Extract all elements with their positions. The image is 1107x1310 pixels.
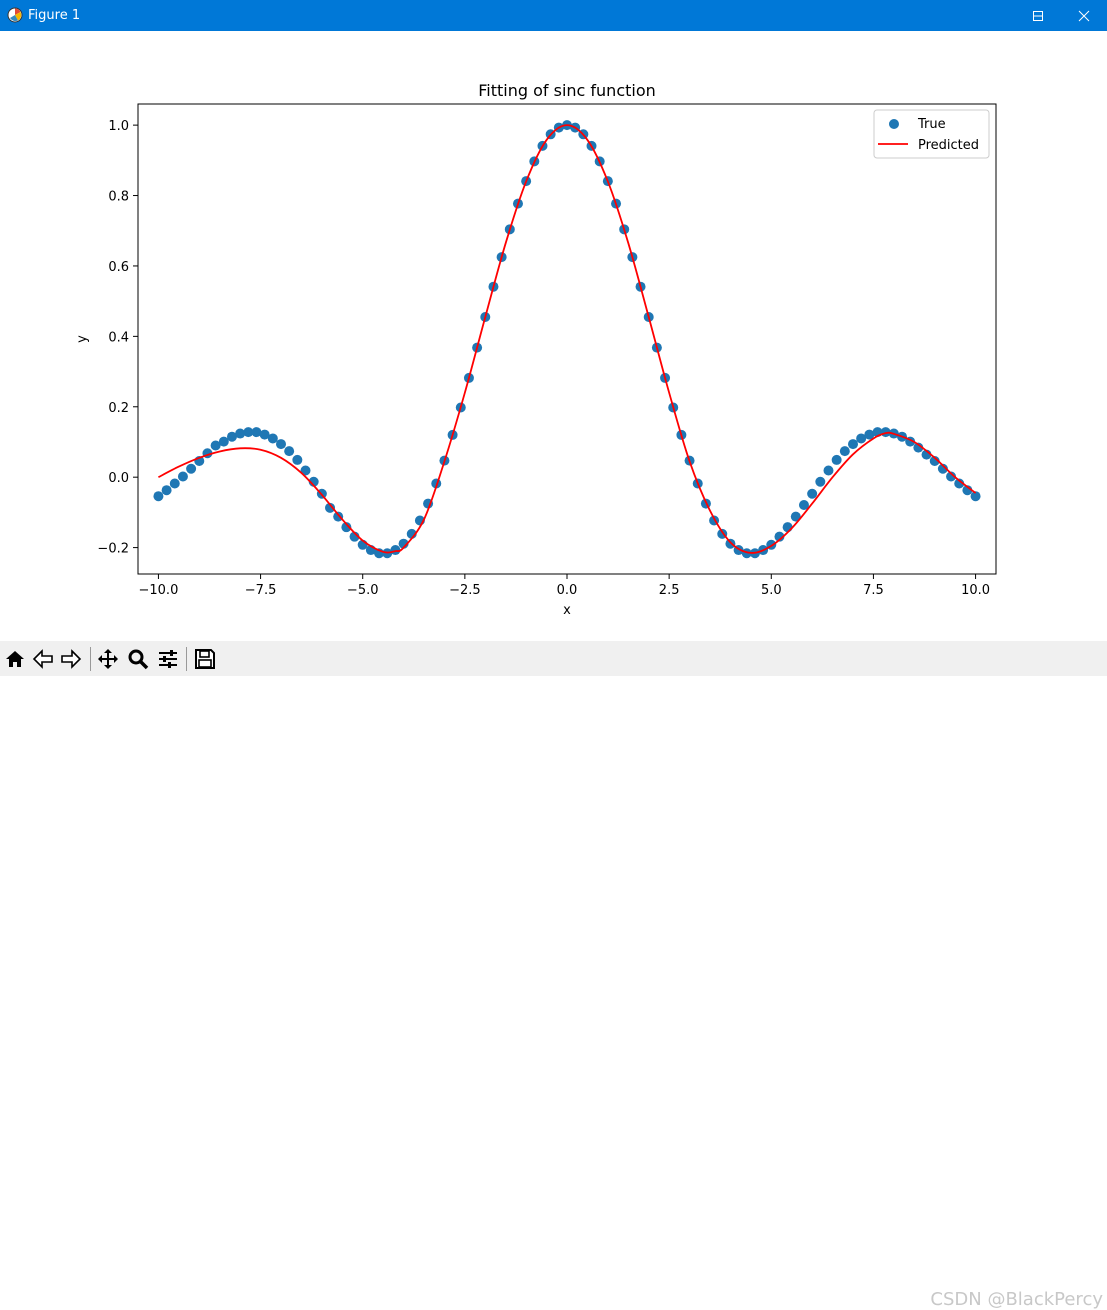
save-icon [195,649,215,669]
axes [137,103,997,575]
x-tick-label: 10.0 [961,583,990,598]
zoom-icon [128,649,149,670]
x-tick-label: 0.0 [557,583,578,598]
legend-true-marker [889,119,899,129]
toolbar-separator [186,647,187,671]
true-data-point [325,502,336,513]
true-data-point [398,538,409,549]
x-tick-label: −7.5 [245,583,277,598]
maximize-icon [1033,11,1043,21]
plot-area [137,103,997,575]
true-data-point [177,471,188,482]
x-tick-label: −5.0 [347,583,379,598]
true-data-point [839,446,850,457]
watermark: CSDN @BlackPercy [930,1289,1103,1310]
true-data-point [815,476,826,487]
true-data-point [169,478,180,489]
chart-canvas: Fitting of sinc function −10.0 −7.5 −5.0 −2… [75,81,997,618]
close-button[interactable] [1061,0,1107,31]
true-data-point [243,427,254,438]
y-tick-label: 0.6 [108,260,129,275]
true-data-point [300,465,311,476]
true-data-point [333,511,344,522]
chart-title: Fitting of sinc function [478,81,656,100]
y-tick-label: 0.4 [108,330,129,345]
close-icon [1078,10,1090,22]
save-button[interactable] [194,648,216,670]
y-tick-label: 1.0 [108,119,129,134]
toolbar-separator [90,647,91,671]
minimize-icon [1033,15,1043,17]
true-data-point [186,463,197,474]
minimize-button[interactable] [1015,0,1061,31]
true-data-point [725,538,736,549]
pan-button[interactable] [97,648,119,670]
true-data-point [929,455,940,466]
window-title: Figure 1 [28,8,81,23]
legend: True Predicted [873,109,990,159]
true-data-point [798,499,809,510]
true-data-point [226,431,237,442]
zoom-button[interactable] [127,648,149,670]
x-ticks: −10.0 −7.5 −5.0 −2.5 0.0 2.5 5.0 7.5 10.0 [139,574,990,598]
matplotlib-app-icon [7,7,23,23]
configure-subplots-button[interactable] [157,648,179,670]
y-ticks: −0.2 0.0 0.2 0.4 0.6 0.8 1.0 [97,119,138,557]
legend-true-label: True [917,117,946,132]
true-data-point [276,439,286,450]
true-data-point [856,433,867,444]
true-data-point [970,491,981,502]
true-data-point [954,478,965,489]
forward-icon [61,649,82,669]
true-data-point [946,471,957,482]
true-data-point [937,463,948,474]
pan-icon [98,649,118,669]
predicted-series-line [158,124,977,554]
configure-subplots-icon [159,650,177,668]
true-data-point [153,491,164,502]
true-data-point [267,433,278,444]
home-icon [6,651,24,667]
maximize-button[interactable] [1033,0,1107,31]
true-data-point [308,476,319,487]
y-axis-label: y [75,335,90,343]
true-data-point [774,531,785,542]
true-data-point [259,429,270,440]
true-data-point [251,427,262,438]
y-tick-label: 0.2 [108,401,129,416]
x-tick-label: 2.5 [659,583,680,598]
back-button[interactable] [32,648,54,670]
x-tick-label: 7.5 [863,583,884,598]
true-data-point [913,442,924,453]
back-icon [32,649,53,669]
true-data-point [284,446,295,457]
true-data-point [848,439,858,450]
true-data-point [790,511,801,522]
home-button[interactable] [4,648,26,670]
navigation-toolbar: CSDN @BlackPercy [0,641,1107,1310]
window-titlebar: Figure 1 [0,0,1107,31]
y-tick-label: −0.2 [97,542,129,557]
legend-box [873,109,990,159]
true-data-point [161,485,172,496]
true-data-point [292,454,303,465]
true-data-point [807,488,818,499]
true-data-point [235,428,246,439]
x-axis-label: x [563,603,571,618]
forward-button[interactable] [60,648,82,670]
true-data-point [831,454,842,465]
x-tick-label: −10.0 [139,583,179,598]
true-data-point [218,436,229,447]
y-tick-label: 0.0 [108,471,129,486]
true-data-point [823,465,834,476]
y-tick-label: 0.8 [108,190,129,205]
true-data-point [341,522,352,533]
legend-predicted-label: Predicted [918,138,979,153]
true-data-point [864,429,875,440]
x-tick-label: −2.5 [449,583,481,598]
true-data-point [210,440,221,451]
true-data-point [782,522,793,533]
x-tick-label: 5.0 [761,583,782,598]
